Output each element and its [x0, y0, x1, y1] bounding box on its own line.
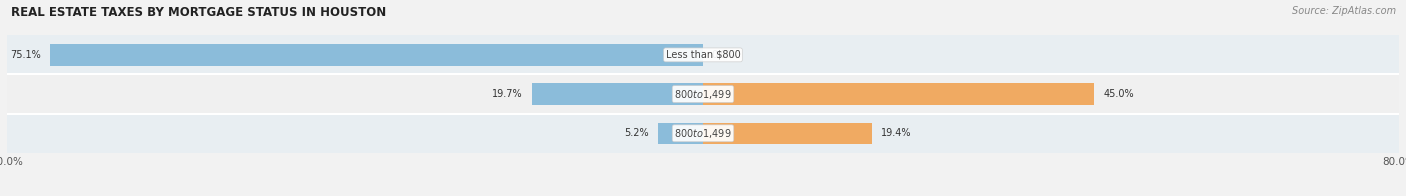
- Bar: [703, 122, 872, 144]
- Text: 45.0%: 45.0%: [1104, 89, 1133, 99]
- Text: 75.1%: 75.1%: [10, 50, 41, 60]
- Bar: [531, 83, 703, 105]
- Text: 0.0%: 0.0%: [711, 50, 737, 60]
- Bar: [49, 44, 703, 66]
- Bar: [703, 83, 1094, 105]
- Text: Less than $800: Less than $800: [665, 50, 741, 60]
- Text: 19.7%: 19.7%: [492, 89, 523, 99]
- Text: 5.2%: 5.2%: [624, 128, 650, 138]
- Bar: [7, 74, 1399, 114]
- Text: REAL ESTATE TAXES BY MORTGAGE STATUS IN HOUSTON: REAL ESTATE TAXES BY MORTGAGE STATUS IN …: [11, 6, 387, 19]
- Bar: [7, 35, 1399, 74]
- Bar: [7, 114, 1399, 153]
- Text: Source: ZipAtlas.com: Source: ZipAtlas.com: [1292, 6, 1396, 16]
- Text: $800 to $1,499: $800 to $1,499: [675, 127, 731, 140]
- Text: 19.4%: 19.4%: [880, 128, 911, 138]
- Text: $800 to $1,499: $800 to $1,499: [675, 88, 731, 101]
- Bar: [658, 122, 703, 144]
